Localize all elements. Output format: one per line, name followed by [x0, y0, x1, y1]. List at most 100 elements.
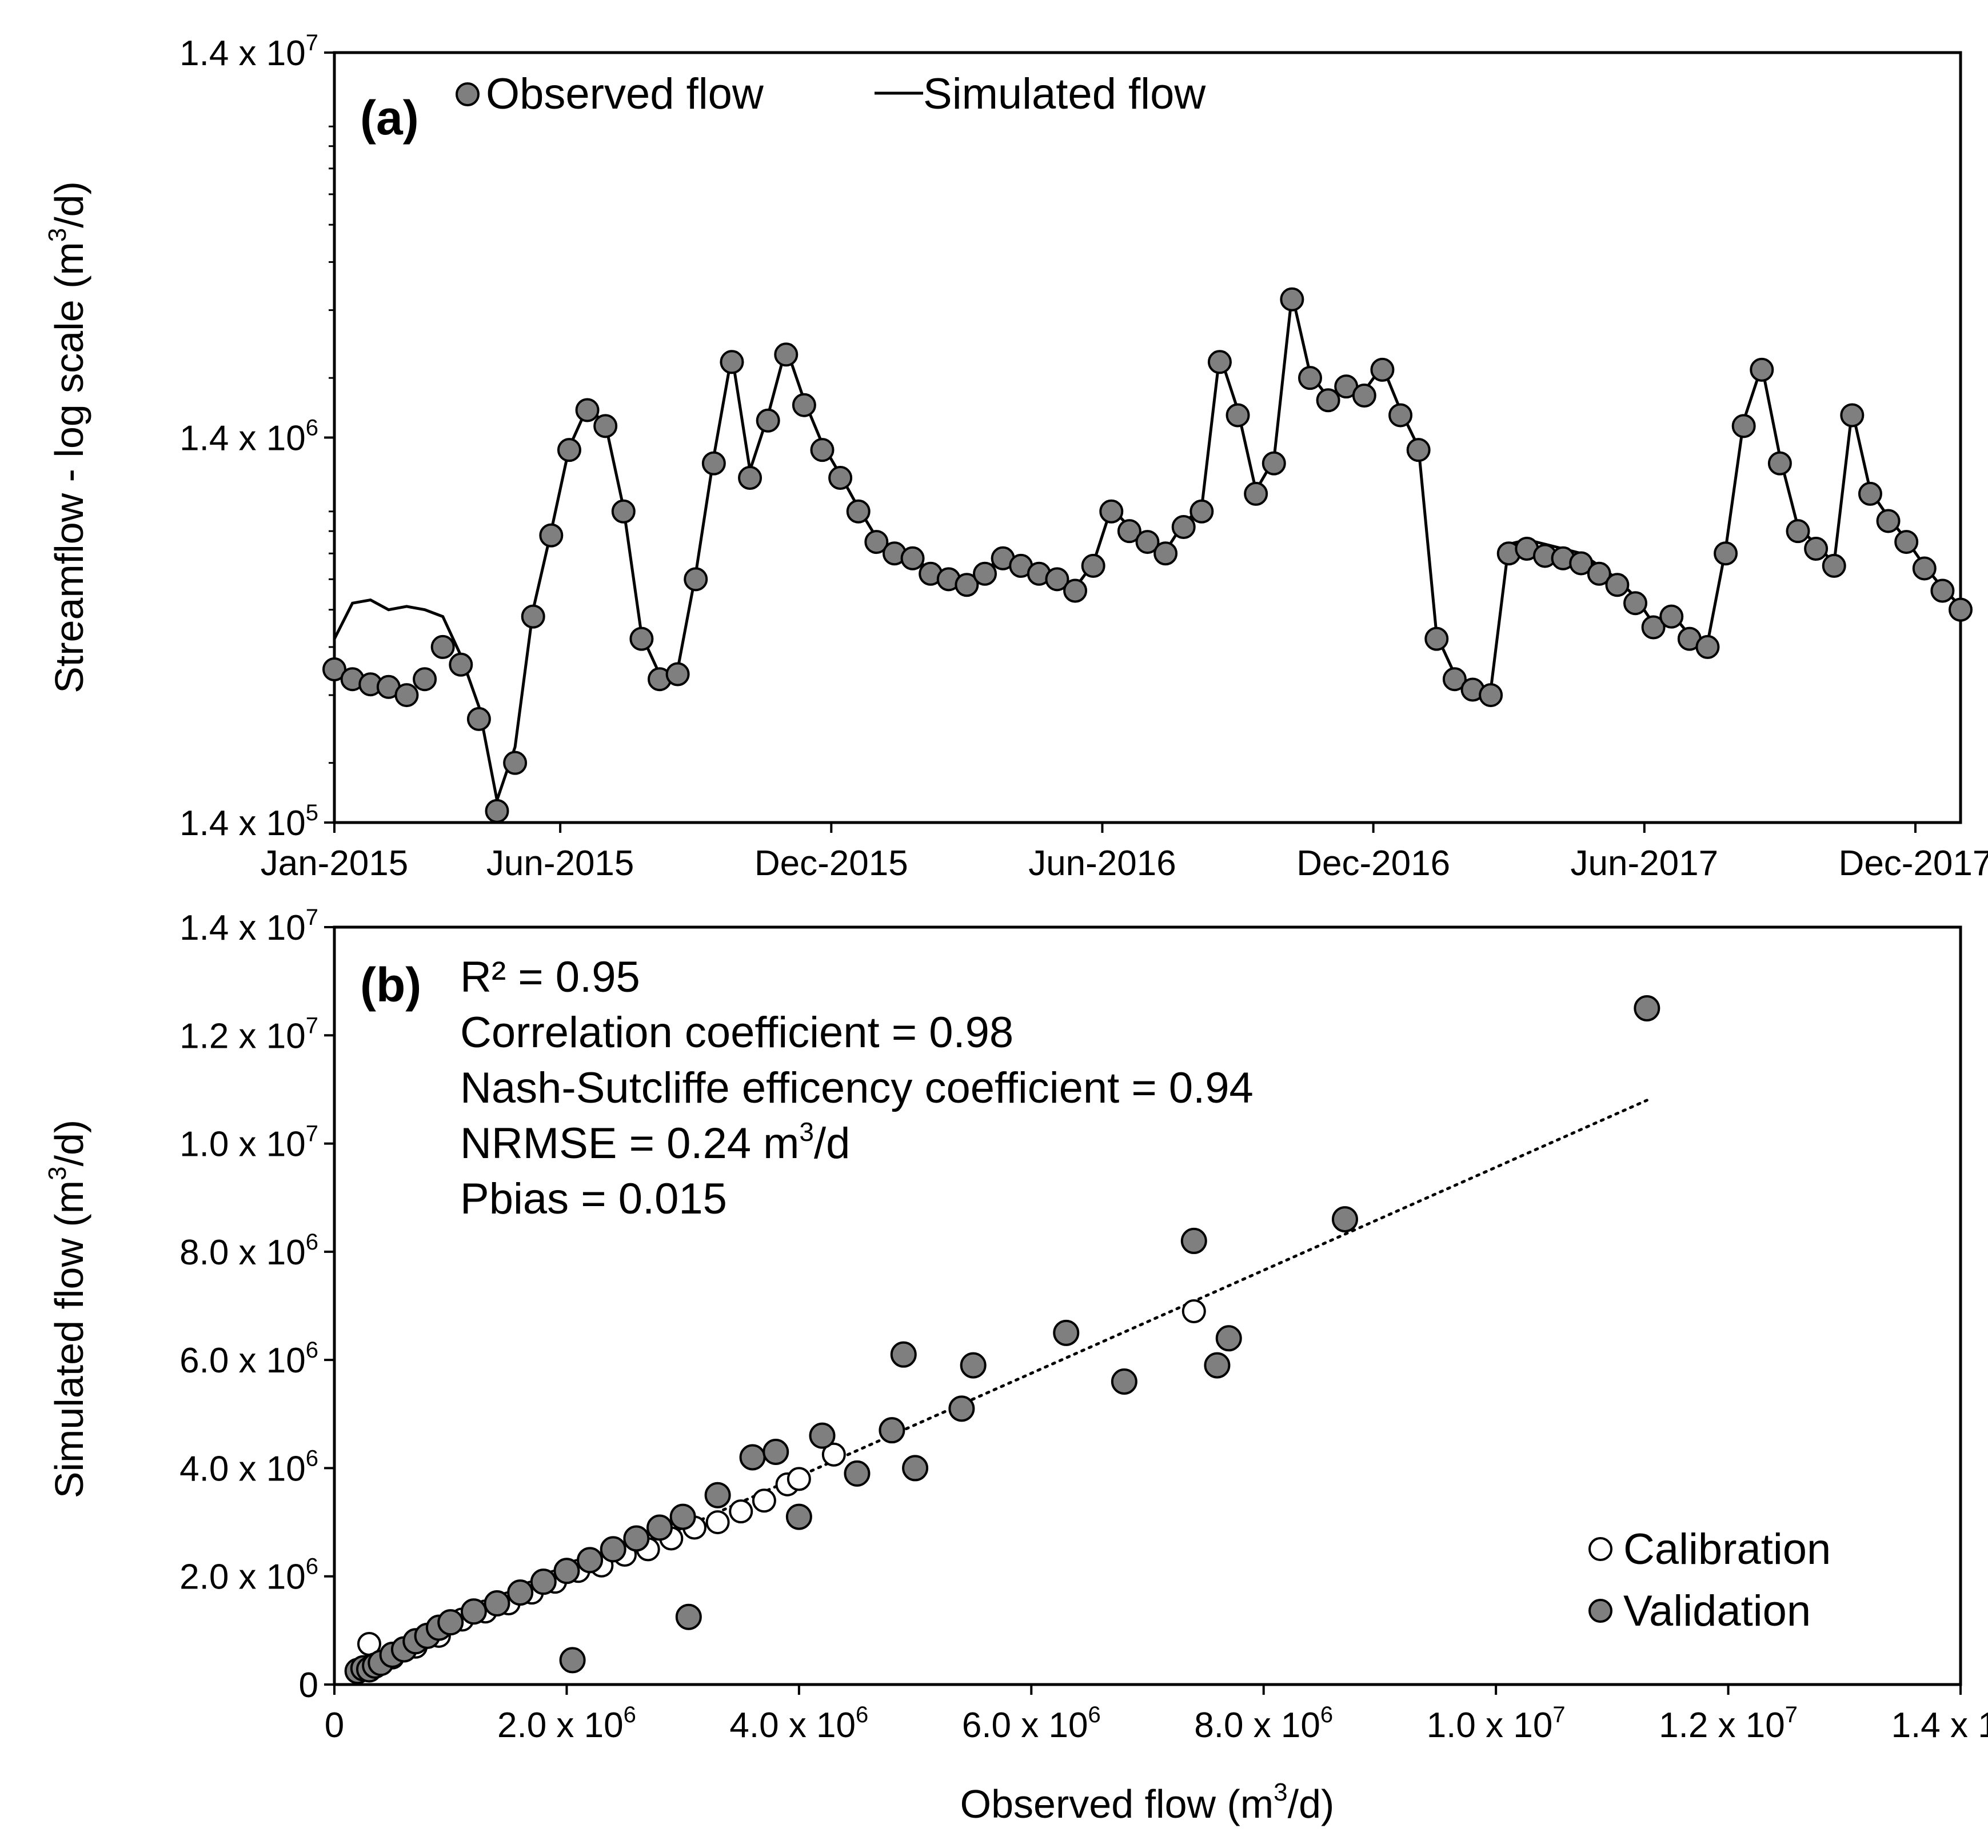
panel-b-xlabel-unit-exp: 3	[1274, 1778, 1287, 1806]
validation-point	[844, 1460, 871, 1487]
b-xtick-label-base: 0	[325, 1706, 344, 1745]
observed-flow-point	[1225, 403, 1250, 428]
stat-correlation: Correlation coefficient = 0.98	[460, 1008, 1013, 1057]
stats-block: R² = 0.95 Correlation coefficient = 0.98…	[460, 953, 1254, 1223]
observed-flow-point	[1894, 530, 1919, 554]
observed-flow-point	[521, 604, 545, 629]
observed-flow-point	[1352, 383, 1376, 408]
observed-flow-point	[503, 751, 528, 775]
validation-point	[1634, 995, 1660, 1021]
observed-flow-point	[1316, 388, 1340, 413]
observed-flow-point	[322, 657, 346, 681]
calibration-point	[1181, 1299, 1206, 1323]
b-ytick-label-base: 6.0 x 10	[179, 1341, 306, 1380]
observed-flow-point	[738, 466, 763, 490]
b-xtick-label-exp: 6	[624, 1702, 636, 1727]
observed-flow-point	[864, 530, 889, 554]
observed-flow-point	[449, 652, 473, 677]
panel-b-xlabel-unit-tail: /d	[1288, 1782, 1321, 1826]
panel-a-ylabel-unit-exp: 3	[43, 228, 71, 242]
observed-flow-point	[973, 561, 997, 586]
b-xtick-label-base: 1.0 x 10	[1427, 1706, 1553, 1745]
legend-validation-label: Validation	[1623, 1587, 1811, 1635]
a-xtick-label: Jun-2015	[486, 844, 634, 883]
b-xtick-label: 2.0 x 106	[497, 1702, 636, 1745]
legend-validation-marker	[1588, 1599, 1612, 1623]
observed-flow-point	[1731, 414, 1756, 438]
validation-series	[344, 995, 1660, 1685]
validation-point	[1331, 1206, 1358, 1233]
stat-nrmse-text: NRMSE = 0.24 m3/d	[460, 1117, 850, 1168]
observed-flow-point	[665, 662, 690, 686]
calibration-point	[705, 1510, 730, 1535]
panel-a-ylabel-close: )	[47, 181, 91, 194]
b-ytick-label-exp: 6	[306, 1338, 318, 1363]
validation-point	[553, 1558, 580, 1584]
panel-b-ylabel: Simulated flow (m3/d)	[43, 1120, 91, 1498]
b-ytick-label: 8.0 x 106	[179, 1230, 318, 1272]
validation-point	[460, 1598, 487, 1625]
b-xtick-label-base: 1.2 x 10	[1659, 1706, 1785, 1745]
b-xtick-label-exp: 6	[1320, 1702, 1333, 1727]
observed-flow-point	[1786, 519, 1810, 544]
observed-flow-point	[1858, 481, 1882, 506]
observed-flow-point	[1244, 481, 1268, 506]
b-ytick-label-base: 1.0 x 10	[179, 1125, 306, 1164]
a-ytick-label-exp: 6	[306, 416, 318, 441]
validation-point	[879, 1417, 905, 1444]
validation-point	[623, 1525, 650, 1552]
validation-point	[669, 1503, 696, 1530]
panel-b-legend: Calibration Validation	[1588, 1525, 1831, 1635]
panel-b-xlabel-unit-base: m	[1240, 1782, 1274, 1826]
observed-flow-point	[629, 626, 654, 651]
observed-flow-point	[611, 499, 636, 524]
observed-flow-point	[1388, 403, 1413, 428]
calibration-point	[821, 1442, 846, 1467]
b-xtick-label-exp: 7	[1785, 1702, 1798, 1727]
observed-flow-point	[1695, 634, 1720, 659]
validation-point	[577, 1547, 604, 1574]
observed-flow-point	[810, 438, 835, 462]
b-ytick-label: 2.0 x 106	[179, 1554, 318, 1597]
a-xtick-label: Dec-2017	[1839, 844, 1988, 883]
observed-flow-point	[1135, 530, 1160, 554]
a-xtick-label: Jun-2016	[1028, 844, 1176, 883]
b-ytick-label-base: 4.0 x 10	[179, 1449, 306, 1488]
panel-a-label: (a)	[360, 91, 419, 145]
calibration-point	[729, 1499, 753, 1524]
observed-flow-point	[1081, 553, 1105, 578]
observed-flow-point	[485, 799, 509, 823]
b-xtick-label: 0	[325, 1706, 344, 1745]
calibration-point	[787, 1467, 811, 1491]
b-ytick-label-exp: 6	[306, 1446, 318, 1471]
legend-simulated-label: Simulated flow	[923, 70, 1206, 118]
observed-flow-point	[1767, 451, 1792, 476]
b-ytick-label-exp: 6	[306, 1554, 318, 1579]
panel-a-ylabel-unit-base: m	[47, 242, 91, 275]
observed-flow-point	[593, 414, 618, 438]
b-xtick-label-base: 8.0 x 10	[1194, 1706, 1320, 1745]
observed-flow-point	[1424, 626, 1449, 651]
panel-b-xlabel: Observed flow (m3/d)	[960, 1778, 1335, 1826]
b-ytick-label-exp: 7	[306, 1013, 318, 1038]
b-xtick-label: 1.4 x 107	[1891, 1702, 1988, 1745]
observed-flow-point	[575, 398, 600, 422]
a-ytick-label-exp: 7	[306, 30, 318, 55]
validation-point	[1111, 1368, 1137, 1395]
b-xtick-label-base: 6.0 x 10	[962, 1706, 1088, 1745]
observed-flow-point	[1117, 519, 1141, 544]
b-ytick-label: 6.0 x 106	[179, 1338, 318, 1380]
calibration-point	[752, 1488, 776, 1513]
observed-flow-point	[1623, 591, 1647, 616]
validation-point	[1053, 1319, 1080, 1346]
b-ytick-label: 0	[299, 1666, 318, 1705]
b-xtick-label-base: 2.0 x 10	[497, 1706, 624, 1745]
stat-nrmse-unit-exp: 3	[799, 1117, 814, 1147]
observed-flow-point	[1659, 604, 1684, 629]
a-ytick-label: 1.4 x 106	[179, 416, 318, 458]
observed-flow-point	[900, 546, 925, 570]
b-ytick-label: 1.4 x 107	[179, 905, 318, 948]
panel-b-ylabel-unit-base: m	[47, 1180, 91, 1214]
